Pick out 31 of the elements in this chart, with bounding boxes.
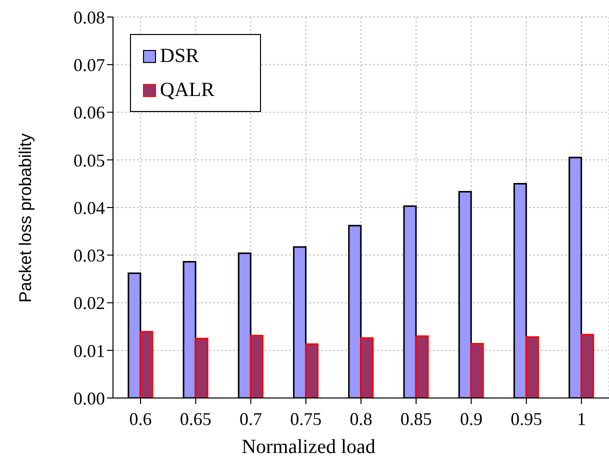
y-tick-label: 0.06	[74, 102, 105, 123]
bar	[250, 334, 264, 398]
y-tick-label: 0.03	[74, 246, 105, 266]
legend-label: DSR	[160, 44, 199, 69]
x-tick-label: 0.75	[290, 408, 322, 429]
x-tick-label: 0.85	[400, 408, 432, 429]
x-tick-label: 0.9	[460, 408, 482, 429]
x-axis-title: Normalized load	[240, 436, 376, 459]
x-tick-label: 1	[576, 408, 586, 429]
bar	[470, 342, 484, 398]
bar	[194, 338, 208, 398]
bar	[305, 343, 319, 398]
bar	[580, 334, 594, 398]
x-tick-label: 0.8	[350, 408, 372, 429]
y-tick-label: 0.05	[74, 150, 105, 170]
bar	[140, 331, 154, 398]
y-tick-label: 0.01	[74, 340, 105, 361]
x-tick-label: 0.95	[510, 408, 542, 429]
y-tick-label: 0.07	[74, 55, 105, 76]
x-tick-label: 0.6	[129, 408, 152, 429]
bar	[360, 337, 374, 398]
bar	[525, 336, 539, 398]
x-tick-label: 0.65	[180, 408, 212, 429]
y-tick-label: 0.04	[74, 198, 105, 218]
y-tick-label: 0.02	[74, 293, 105, 314]
y-tick-label: 0.08	[74, 7, 105, 28]
bar	[415, 335, 429, 398]
legend-label: QALR	[160, 78, 214, 103]
y-axis-title: Packet loss probability	[16, 133, 36, 303]
y-tick-label: 0.00	[74, 388, 105, 408]
x-tick-label: 0.7	[240, 408, 262, 429]
